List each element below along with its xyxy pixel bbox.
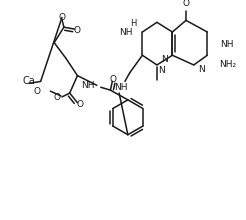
Text: O: O: [77, 100, 84, 109]
Text: O: O: [34, 87, 41, 96]
Text: NH₂: NH₂: [219, 61, 236, 70]
Text: N: N: [161, 55, 168, 64]
Text: N: N: [158, 66, 165, 75]
Text: O: O: [110, 75, 117, 84]
Text: O: O: [183, 0, 189, 8]
Text: O: O: [53, 94, 60, 102]
Text: O: O: [74, 26, 81, 35]
Text: NH: NH: [114, 83, 128, 92]
Text: H: H: [130, 19, 137, 28]
Text: NH: NH: [81, 81, 95, 90]
Text: Ca: Ca: [23, 76, 35, 86]
Text: N: N: [199, 65, 205, 74]
Text: NH: NH: [220, 40, 233, 49]
Text: NH: NH: [119, 28, 133, 37]
Text: O: O: [59, 13, 65, 22]
